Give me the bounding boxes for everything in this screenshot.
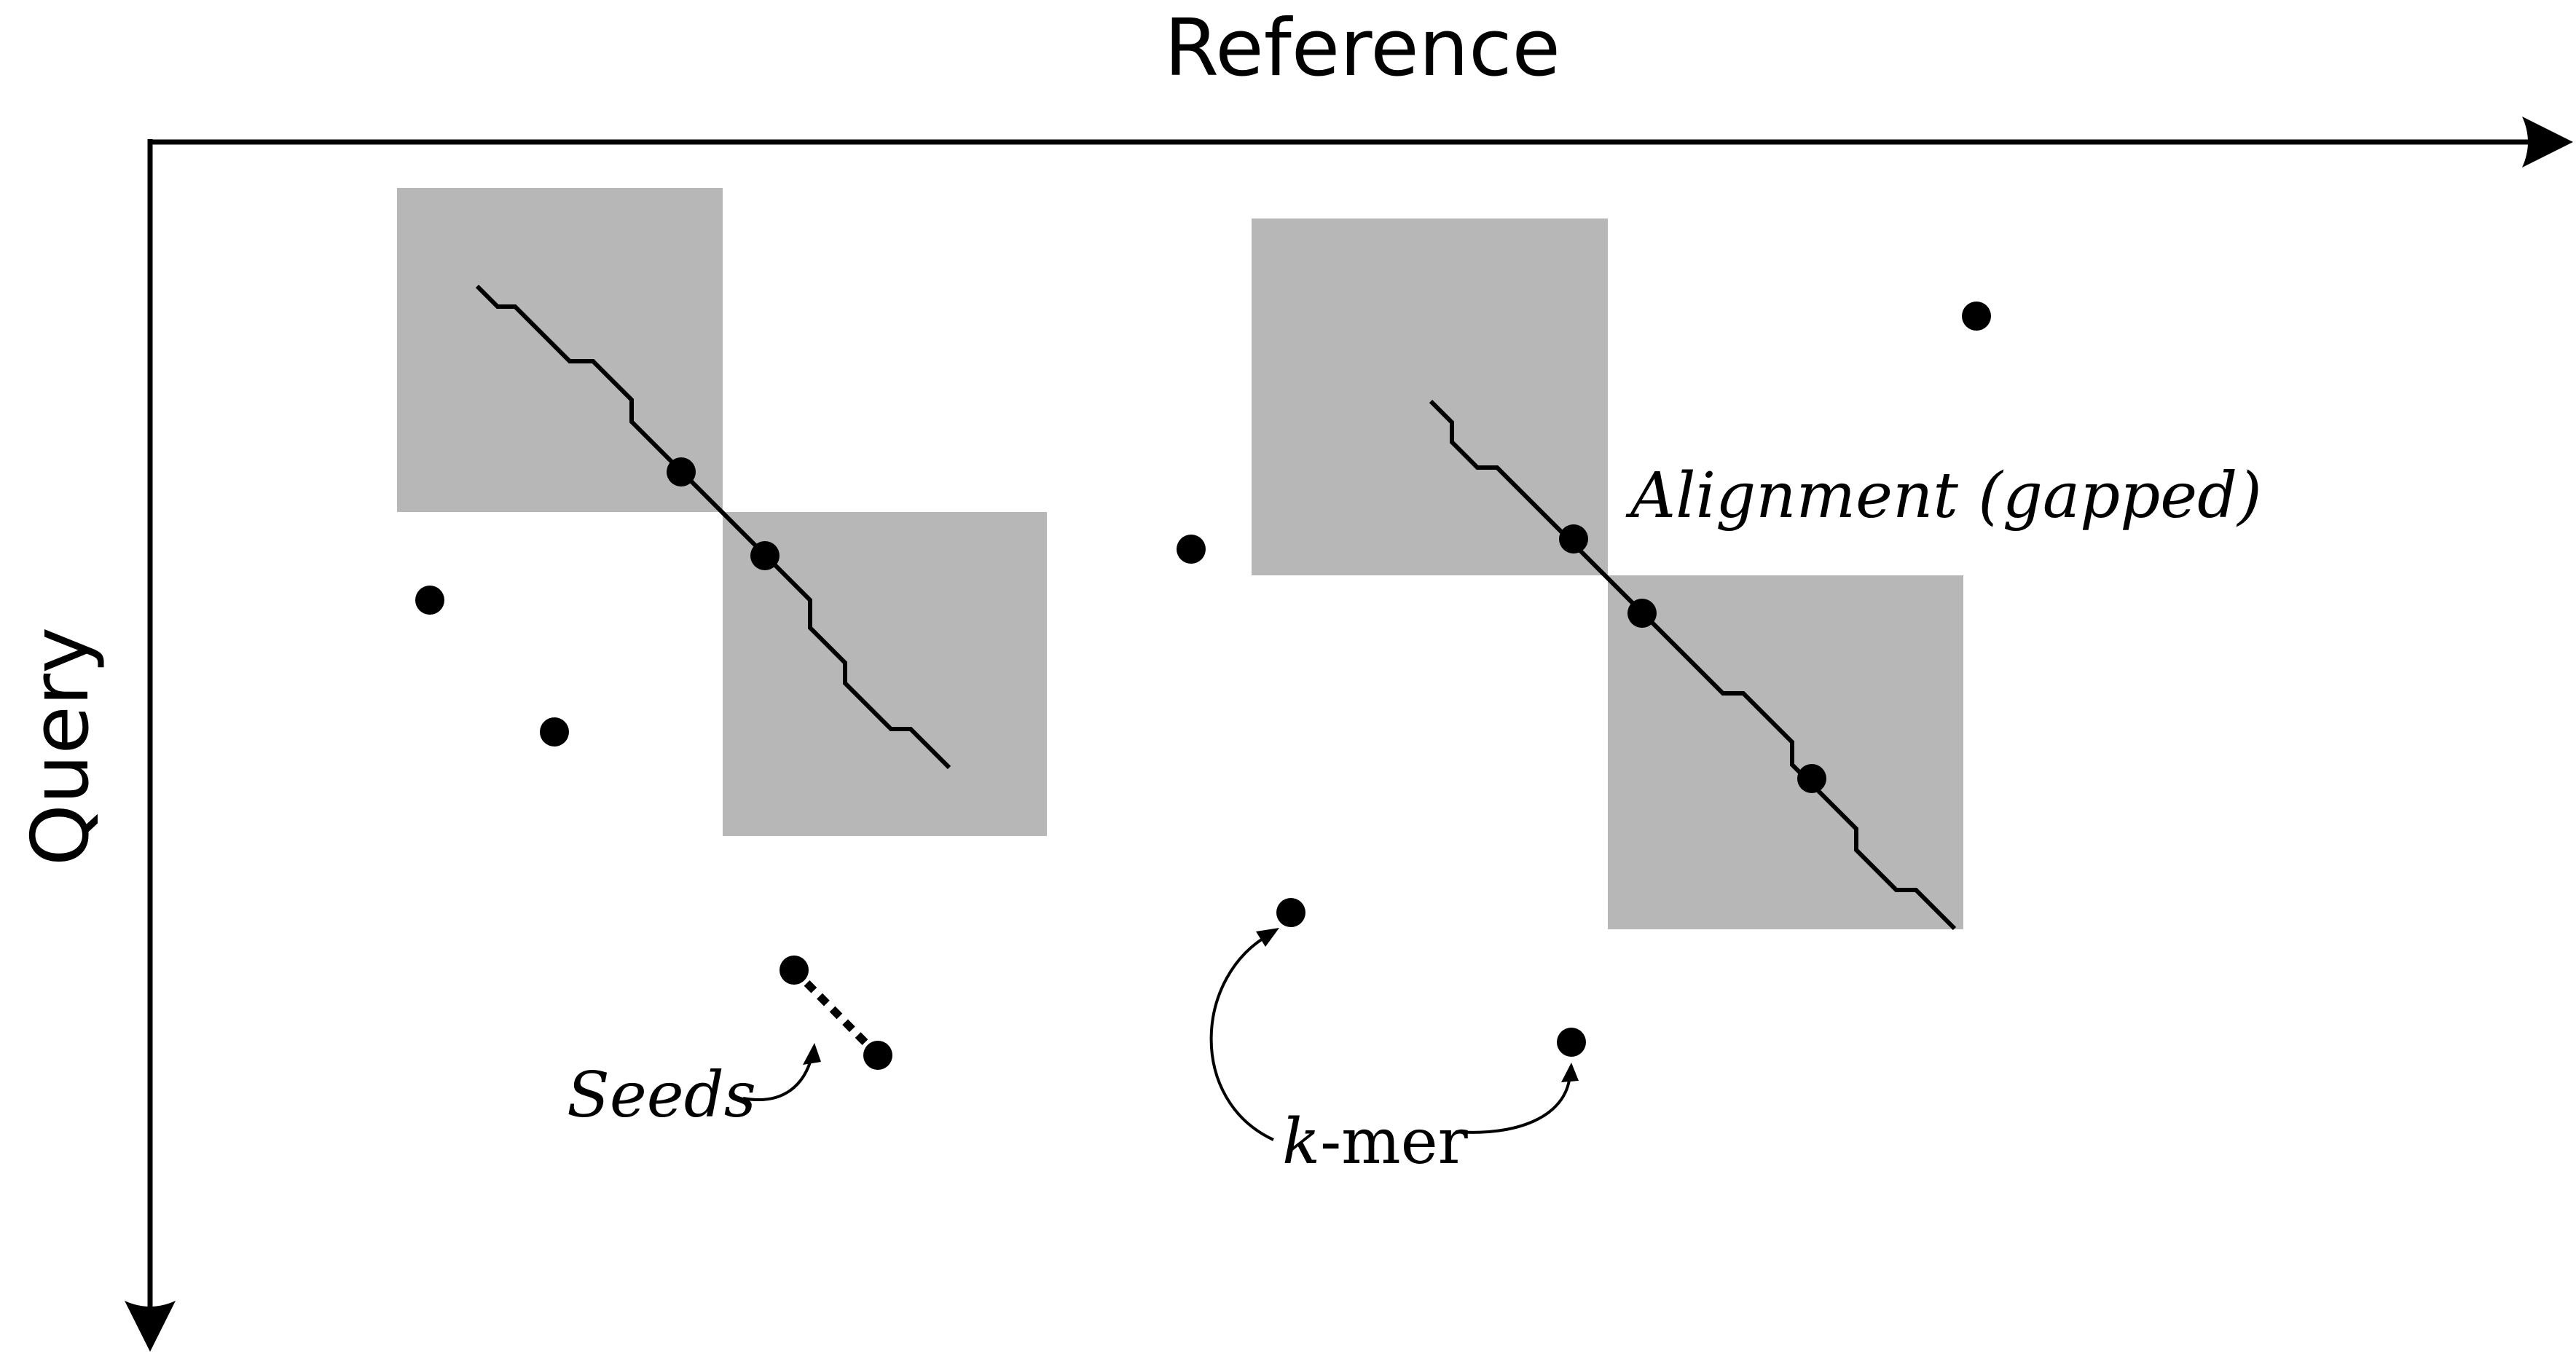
seeds-label: Seeds — [567, 1059, 756, 1132]
kmer-dot — [1276, 898, 1305, 927]
kmer-dot — [1559, 524, 1588, 554]
kmer-label-variable: k — [1282, 1106, 1320, 1178]
kmer-points — [415, 302, 1991, 1070]
kmer-dot — [750, 541, 780, 570]
kmer-dot — [863, 1041, 892, 1070]
kmer-dot — [1627, 599, 1657, 628]
kmer-dot — [1557, 1028, 1586, 1057]
kmer-dot — [1177, 535, 1206, 564]
alignment-label-qualifier: (gapped) — [1978, 460, 2261, 532]
annotation-arrows — [742, 933, 1571, 1141]
kmer-dot — [415, 586, 444, 615]
query-axis-label: Query — [15, 627, 106, 866]
reference-axis-arrowhead — [2522, 117, 2573, 168]
alignment-boxes — [397, 188, 1963, 929]
kmer-pointer-arrow-left — [1209, 933, 1274, 1141]
query-axis-arrowhead — [125, 1301, 176, 1352]
seeds-pointer-arrow — [742, 1054, 814, 1101]
kmer-pointer-arrow-right — [1455, 1074, 1571, 1134]
kmer-label: k-mer — [1282, 1106, 1469, 1178]
kmer-dot — [1962, 302, 1991, 331]
kmer-dot — [780, 956, 809, 985]
reference-axis-label: Reference — [1164, 3, 1560, 94]
alignment-path-2 — [1429, 399, 1957, 931]
kmer-dot — [1797, 764, 1826, 793]
kmer-label-suffix: -mer — [1320, 1106, 1469, 1178]
kmer-dot — [667, 457, 696, 487]
annotation-arrowheads — [803, 928, 1579, 1082]
kmer-dot — [540, 717, 569, 747]
alignment-path-1 — [475, 284, 951, 770]
alignment-paths — [475, 284, 1957, 931]
alignment-box-2b — [1608, 575, 1963, 929]
alignment-label-main: Alignment — [1625, 460, 1958, 532]
alignment-label: Alignment (gapped) — [1625, 460, 2262, 532]
seeds-dashed-link — [791, 967, 881, 1058]
axes — [147, 139, 2542, 1329]
